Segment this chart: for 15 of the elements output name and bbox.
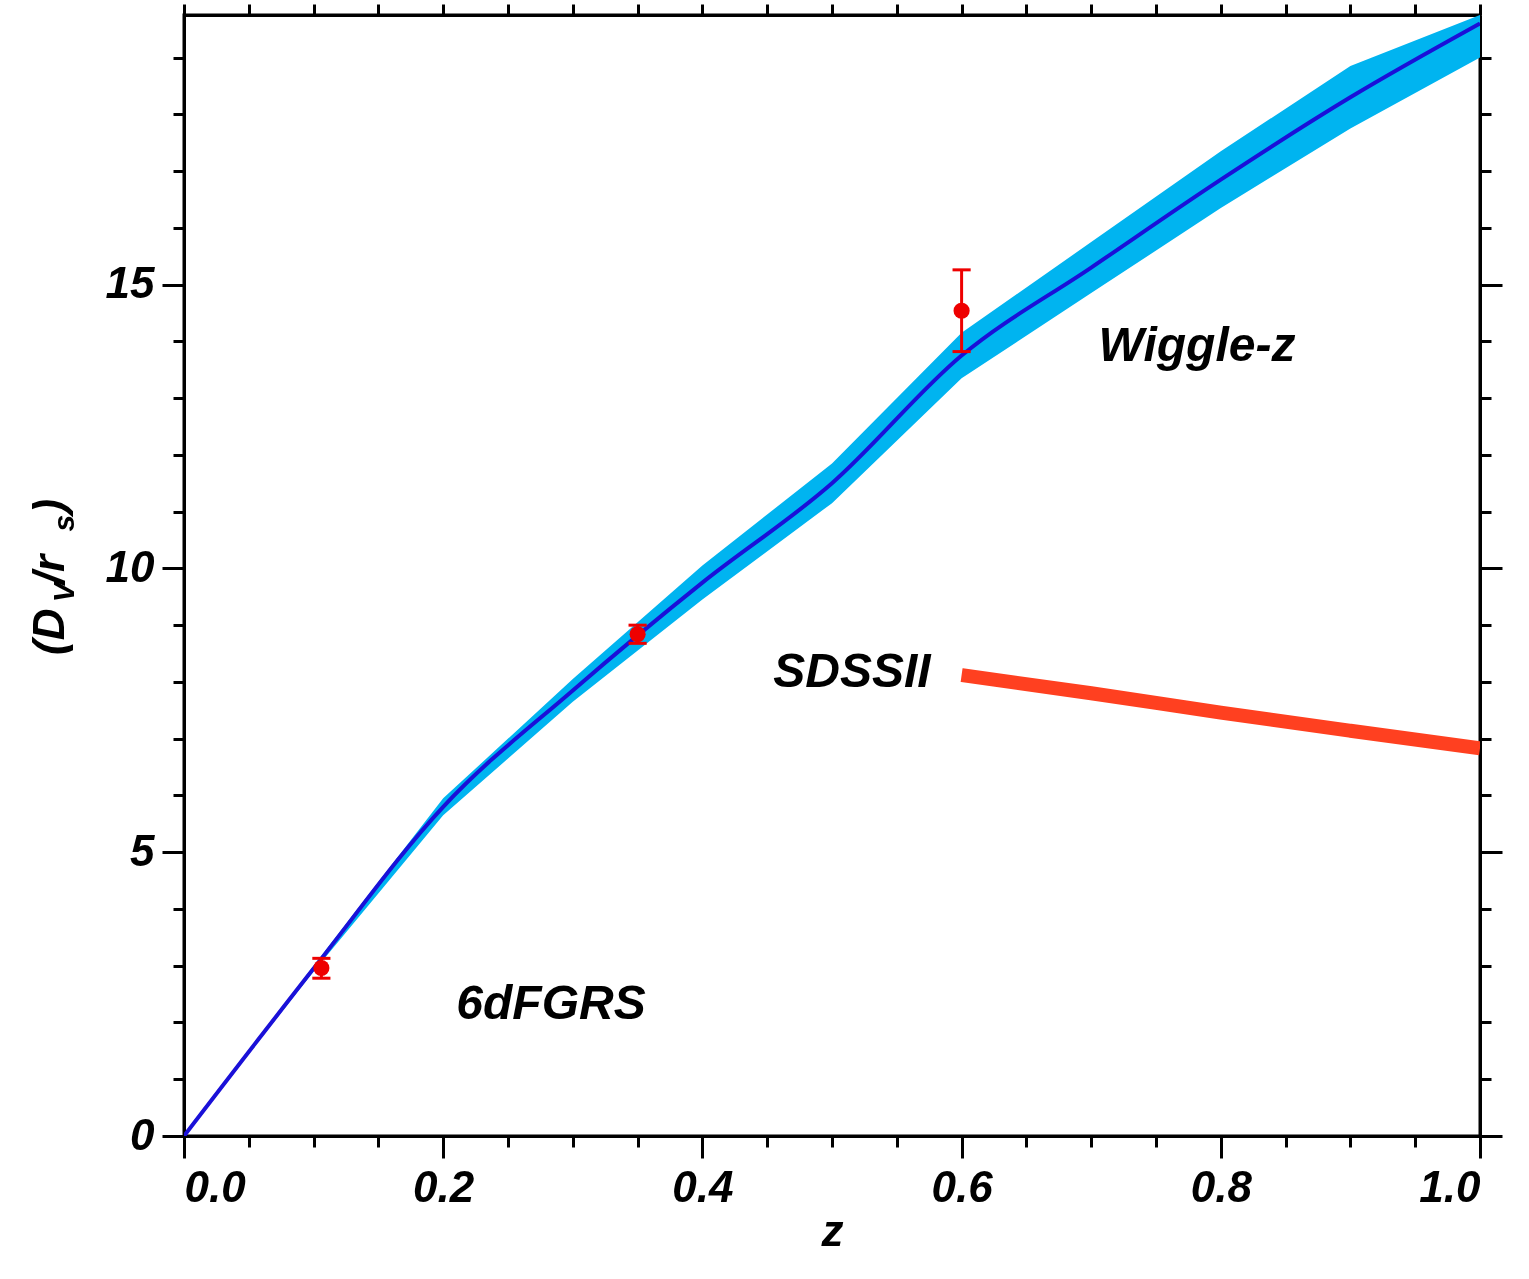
annotation: SDSSII	[773, 644, 933, 697]
x-tick-label: 0.8	[1190, 1161, 1253, 1211]
annotation: 6dFGRS	[456, 976, 646, 1029]
y-axis-title: (DV/rs)	[24, 498, 80, 655]
annotation: Wiggle-z	[1098, 318, 1296, 371]
x-tick-label: 1.0	[1419, 1161, 1482, 1211]
x-tick-label: 0.6	[931, 1161, 994, 1211]
y-tick-label: 0	[130, 1109, 156, 1159]
x-axis-title: z	[820, 1205, 844, 1255]
y-tick-label: 10	[105, 541, 156, 591]
x-tick-label: 0.2	[413, 1161, 475, 1211]
x-tick-label: 0.4	[672, 1161, 734, 1211]
y-tick-label: 5	[130, 825, 156, 875]
y-tick-label: 15	[105, 258, 156, 308]
x-tick-label: 0.0	[184, 1161, 247, 1211]
